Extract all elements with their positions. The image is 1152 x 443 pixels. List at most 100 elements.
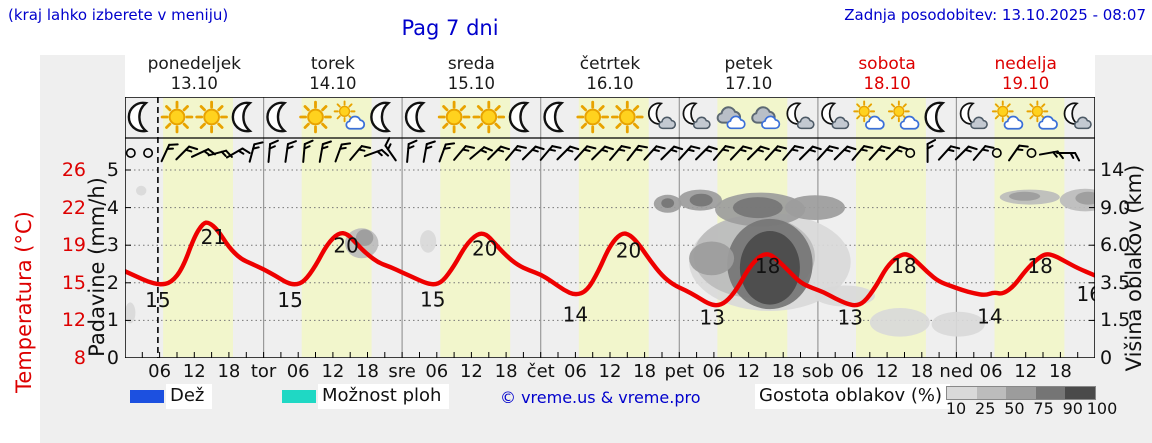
x-hour-label: 12: [875, 361, 899, 382]
cloud-height-tick-label: 1.5: [1100, 309, 1131, 332]
wind-barb-icon: [539, 145, 562, 161]
wind-barb-icon: [248, 141, 264, 163]
temp-value-label: 13: [837, 305, 862, 329]
x-hour-label: 12: [598, 361, 622, 382]
cloud-density-scale-segment: [976, 387, 1007, 399]
temperature-tick-label: 19: [61, 234, 86, 257]
precipitation-tick-label: 4: [106, 196, 119, 219]
cloud-blob: [355, 229, 374, 246]
weather-icon-sun: [195, 100, 228, 134]
wind-barb-icon: [695, 145, 718, 161]
precipitation-tick-label: 3: [106, 234, 119, 257]
wind-barb-icon: [1056, 152, 1081, 162]
day-name: nedelja: [994, 54, 1057, 74]
temperature-tick-label: 22: [61, 196, 86, 219]
wind-barb-icon: [318, 140, 332, 163]
x-hour-label: 06: [286, 361, 310, 382]
daylight-band: [994, 98, 1065, 357]
wind-barb-icon: [868, 145, 891, 161]
copyright-text: © vreme.us & vreme.pro: [500, 388, 701, 407]
x-hour-label: 06: [841, 361, 864, 382]
cloud-blob: [689, 241, 735, 276]
weather-icon-moon: [231, 101, 252, 133]
wind-barb-icon: [816, 145, 839, 161]
day-header: sreda 15.10: [448, 54, 495, 94]
temp-value-label: 13: [699, 305, 724, 329]
cloud-height-tick-label: 0: [1100, 347, 1113, 369]
wind-barb-icon: [422, 140, 436, 163]
day-header: ponedeljek 13.10: [148, 54, 241, 94]
temp-value-label: 21: [201, 225, 226, 249]
weather-icon-moon-cloud: [683, 103, 709, 128]
day-header: petek 17.10: [724, 54, 773, 94]
precipitation-tick-label: 0: [106, 347, 119, 369]
day-date: 19.10: [1002, 73, 1050, 93]
temp-value-label: 20: [616, 238, 641, 262]
temp-value-label: 20: [333, 234, 358, 258]
wind-barb-icon: [556, 145, 580, 161]
wind-barb-icon: [678, 145, 701, 161]
weather-icon-sun: [611, 100, 644, 134]
cloud-blob: [125, 302, 136, 324]
weather-icon-moon: [266, 101, 286, 133]
showers-legend-label: Možnost ploh: [318, 384, 450, 409]
day-name: torek: [310, 54, 355, 74]
wind-barb-icon: [660, 145, 684, 161]
x-hour-label: 18: [771, 361, 795, 382]
wind-barb-icon: [175, 145, 199, 161]
cloud-density-scale-label: 90: [1062, 399, 1083, 418]
x-day-abbr: sob: [801, 361, 834, 382]
cloud-blob: [689, 193, 713, 207]
temp-value-label: 14: [563, 303, 588, 327]
weather-icon-moon-cloud: [1065, 103, 1091, 128]
wind-barb-icon: [469, 146, 493, 160]
cloud-density-scale-segment: [1006, 387, 1036, 399]
wind-barb-icon: [453, 145, 476, 161]
wind-barb-icon: [937, 145, 961, 161]
temp-value-label: 16: [1076, 282, 1095, 306]
wind-barb-icon: [160, 143, 179, 163]
cloud-density-scale-segment: [947, 387, 977, 399]
last-update-text: Zadnja posodobitev: 13.10.2025 - 08:07: [844, 6, 1146, 24]
cloud-blob: [1009, 191, 1041, 201]
weather-icon-moon: [370, 101, 390, 133]
temp-value-label: 15: [420, 288, 445, 312]
temp-value-label: 18: [1027, 254, 1052, 278]
wind-barb-icon: [746, 145, 770, 161]
wind-calm-icon: [905, 148, 916, 159]
wind-barb-icon: [334, 142, 352, 163]
weather-icon-moon: [924, 101, 944, 133]
weather-icon-sun: [437, 100, 471, 134]
wind-barb-icon: [833, 145, 857, 161]
cloud-density-scale-segment: [1065, 387, 1095, 399]
wind-barb-icon: [1008, 144, 1029, 162]
wind-barb-icon: [954, 145, 978, 161]
day-name: četrtek: [579, 54, 641, 74]
precipitation-tick-label: 5: [106, 159, 119, 181]
day-name: sobota: [858, 54, 916, 74]
wind-barb-icon: [438, 142, 456, 163]
wind-barb-icon: [851, 145, 874, 161]
x-day-abbr: čet: [526, 361, 555, 382]
weather-icon-moon: [508, 101, 529, 133]
daylight-band: [301, 98, 372, 357]
wind-barb-icon: [782, 145, 805, 161]
wind-barb-icon: [729, 145, 753, 161]
day-date: 17.10: [724, 73, 773, 93]
day-header: nedelja 19.10: [994, 54, 1057, 94]
day-date: 16.10: [586, 73, 634, 93]
day-header-strip: [125, 55, 1095, 97]
wind-barb-icon: [609, 145, 631, 161]
cloud-density-scale-label: 75: [1033, 399, 1054, 418]
temp-value-label: 15: [145, 288, 170, 312]
page-title: Pag 7 dni: [401, 16, 499, 40]
precipitation-tick-label: 1: [106, 309, 119, 332]
temp-value-label: 15: [277, 288, 302, 312]
weather-icon-moon: [404, 101, 425, 133]
temperature-tick-label: 12: [61, 309, 86, 332]
weather-icon-sun: [472, 100, 506, 134]
x-hour-label: 06: [979, 361, 1003, 382]
temp-value-label: 18: [891, 254, 916, 278]
x-hour-label: 12: [1014, 361, 1038, 382]
weather-icon-sun: [299, 100, 332, 134]
